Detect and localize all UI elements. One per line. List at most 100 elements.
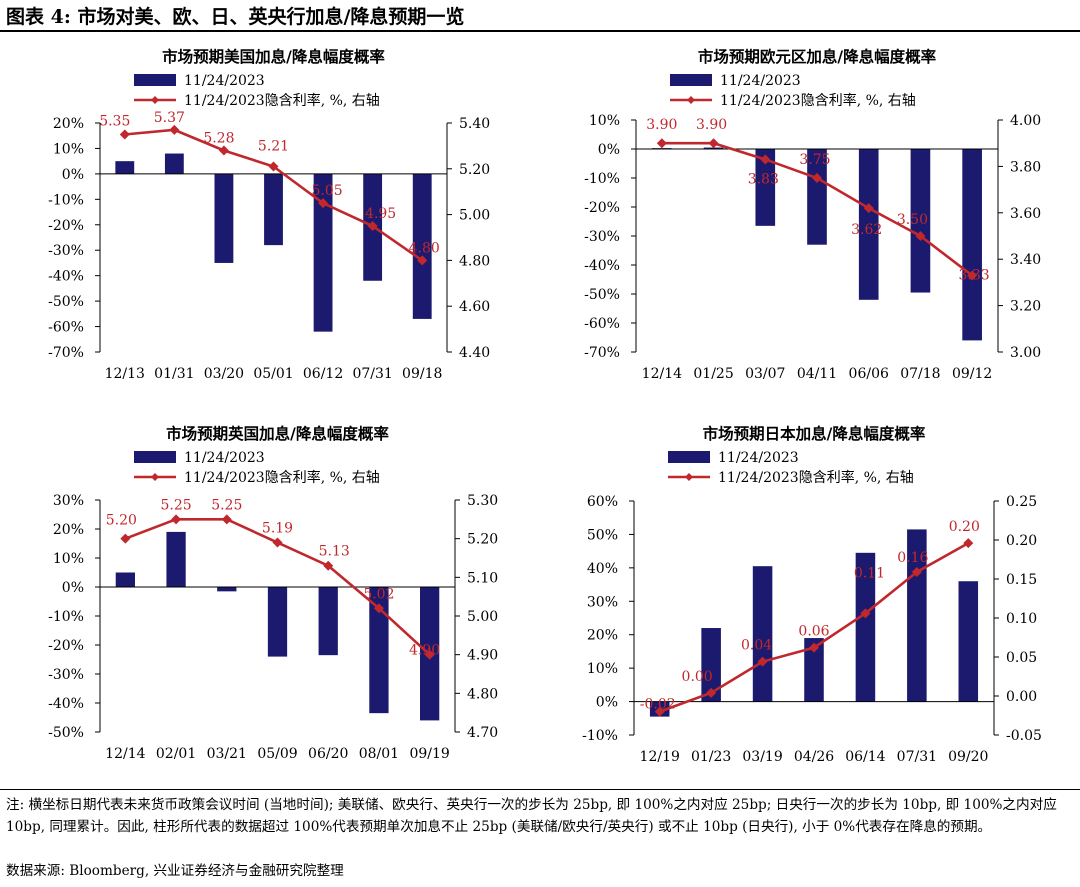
left-tick-label: -50% — [48, 725, 84, 741]
left-tick-label: -60% — [584, 316, 620, 332]
x-tick-label: 02/01 — [156, 746, 196, 762]
right-tick-label: -0.05 — [1006, 728, 1042, 744]
left-tick-label: 20% — [53, 522, 84, 538]
line-point — [809, 642, 819, 653]
chart-title: 市场预期英国加息/降息幅度概率 — [166, 424, 389, 443]
line-point — [171, 514, 182, 525]
line-point — [169, 124, 180, 135]
left-tick-label: 10% — [589, 113, 620, 129]
bar — [115, 572, 135, 587]
x-tick-label: 07/31 — [352, 366, 392, 382]
line-data-label: 0.16 — [897, 550, 928, 566]
line-point — [221, 514, 232, 525]
left-tick-label: -10% — [584, 171, 620, 187]
right-tick-label: 5.20 — [459, 162, 490, 178]
line-point — [760, 154, 771, 165]
left-tick-label: -10% — [48, 192, 84, 208]
x-tick-label: 09/20 — [948, 749, 988, 765]
right-tick-label: 3.20 — [1010, 299, 1041, 315]
x-tick-label: 03/07 — [745, 366, 785, 382]
left-tick-label: -10% — [48, 609, 84, 625]
left-tick-label: 10% — [53, 141, 84, 157]
right-tick-label: 0.20 — [1006, 533, 1037, 549]
x-tick-label: 06/12 — [303, 366, 343, 382]
right-tick-label: 0.10 — [1006, 611, 1037, 627]
line-data-label: 3.50 — [897, 212, 928, 228]
x-tick-label: 03/19 — [742, 749, 782, 765]
line-data-label: 5.02 — [363, 586, 394, 602]
left-tick-label: -20% — [48, 218, 84, 234]
left-tick-label: -30% — [48, 667, 84, 683]
bar — [962, 149, 982, 341]
bar — [804, 638, 824, 702]
left-tick-label: 20% — [587, 628, 618, 644]
left-tick-label: -70% — [48, 345, 84, 361]
legend-line-marker — [687, 96, 695, 104]
chart-title: 市场预期日本加息/降息幅度概率 — [703, 424, 926, 443]
bar — [214, 173, 234, 263]
right-tick-label: 4.60 — [459, 299, 490, 315]
right-tick-label: 0.15 — [1006, 572, 1037, 588]
x-tick-label: 08/01 — [359, 746, 399, 762]
line-point — [915, 231, 926, 241]
right-tick-label: 5.00 — [459, 208, 490, 224]
left-tick-label: -20% — [48, 638, 84, 654]
line-data-label: 3.75 — [799, 152, 830, 168]
line-point — [863, 203, 874, 214]
x-tick-label: 12/14 — [642, 366, 682, 382]
left-tick-label: -40% — [584, 258, 620, 274]
line-point — [967, 270, 978, 281]
left-tick-label: 20% — [53, 116, 84, 132]
chart-panel-japan: 市场预期日本加息/降息幅度概率 11/24/2023 11/24/2023隐含利率,… — [540, 415, 1080, 790]
legend-line-label: 11/24/2023隐含利率, %, 右轴 — [184, 469, 380, 486]
left-tick-label: -50% — [48, 294, 84, 310]
line-point — [323, 560, 334, 571]
x-tick-label: 09/12 — [952, 366, 992, 382]
right-tick-label: 0.25 — [1006, 494, 1037, 510]
x-tick-label: 07/31 — [897, 749, 937, 765]
line-data-label: 5.25 — [211, 497, 242, 513]
legend-bar-swatch — [134, 74, 176, 86]
right-tick-label: 5.00 — [467, 609, 498, 625]
left-tick-label: -40% — [48, 269, 84, 285]
chart-panel-uk: 市场预期英国加息/降息幅度概率 11/24/2023 11/24/2023隐含利率,… — [0, 415, 540, 790]
figure-note: 注: 横坐标日期代表未来货币政策会议时间 (当地时间); 美联储、欧央行、英央行… — [6, 797, 1057, 835]
x-tick-label: 03/20 — [204, 366, 244, 382]
chart-title: 市场预期欧元区加息/降息幅度概率 — [698, 47, 937, 66]
line-data-label: 0.06 — [798, 624, 829, 640]
footer-rule — [0, 789, 1080, 790]
line-point — [417, 255, 428, 266]
legend-bar-swatch — [134, 451, 176, 463]
line-point — [706, 687, 717, 698]
line-data-label: 5.19 — [262, 521, 293, 537]
line-data-label: 4.80 — [409, 240, 440, 256]
left-tick-label: -30% — [48, 243, 84, 259]
right-tick-label: 5.30 — [467, 493, 498, 509]
line-data-label: 4.90 — [409, 643, 440, 659]
chart-panel-eurozone: 市场预期欧元区加息/降息幅度概率 11/24/2023 11/24/2023隐含利率… — [540, 38, 1080, 413]
x-tick-label: 12/14 — [105, 746, 145, 762]
legend-bar-label: 11/24/2023 — [184, 450, 265, 466]
legend-bar-label: 11/24/2023 — [720, 73, 801, 89]
bar — [313, 173, 333, 332]
legend-bar-label: 11/24/2023 — [718, 450, 799, 466]
line-point — [860, 608, 871, 619]
bar — [752, 566, 773, 702]
chart-panel-us: 市场预期美国加息/降息幅度概率 11/24/2023 11/24/2023隐含利率,… — [0, 38, 540, 413]
bar — [369, 587, 389, 714]
line-data-label: 0.11 — [854, 565, 885, 581]
figure-source: 数据来源: Bloomberg, 兴业证券经济与金融研究院整理 — [6, 863, 344, 879]
x-tick-label: 06/20 — [308, 746, 348, 762]
right-tick-label: 4.40 — [459, 345, 490, 361]
left-tick-label: 30% — [587, 594, 618, 610]
bar — [910, 149, 931, 293]
line-point — [656, 138, 667, 149]
line-data-label: 3.90 — [646, 117, 677, 133]
line-data-label: 5.28 — [203, 130, 234, 146]
line-data-label: 5.37 — [154, 110, 185, 126]
legend-bar-swatch — [668, 451, 710, 463]
line-point — [963, 538, 974, 549]
chart-eurozone-svg: 市场预期欧元区加息/降息幅度概率 11/24/2023 11/24/2023隐含利率… — [584, 47, 1041, 382]
left-tick-label: -10% — [582, 728, 618, 744]
x-tick-label: 05/09 — [257, 746, 297, 762]
